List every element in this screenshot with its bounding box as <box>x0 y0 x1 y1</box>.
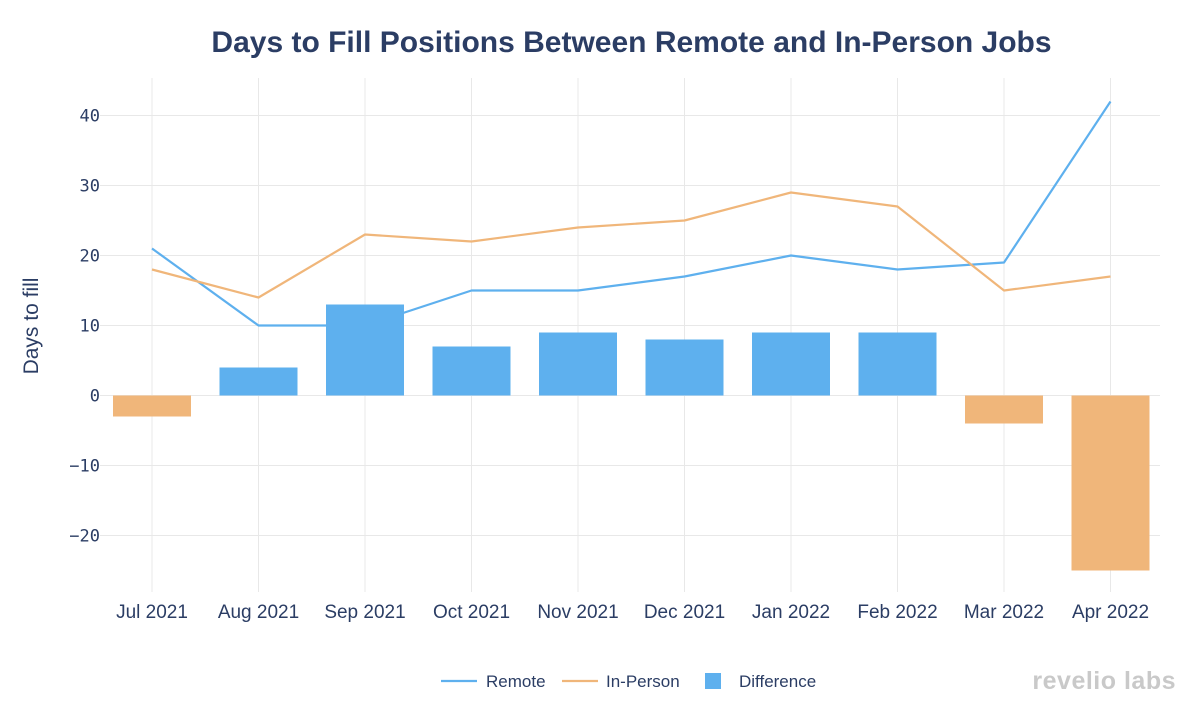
x-tick-label: Oct 2021 <box>433 602 510 623</box>
x-tick-label: Aug 2021 <box>218 602 299 623</box>
x-tick-label: Apr 2022 <box>1072 602 1149 623</box>
y-tick-label: 40 <box>80 107 100 127</box>
y-tick-label: 10 <box>80 317 100 337</box>
x-tick-label: Jan 2022 <box>752 602 830 623</box>
difference-bar <box>432 346 511 396</box>
difference-bar <box>858 332 937 396</box>
y-tick-label: −10 <box>69 457 100 477</box>
y-tick-label: 20 <box>80 247 100 267</box>
difference-bar <box>645 339 724 396</box>
x-tick-label: Mar 2022 <box>964 602 1044 623</box>
y-tick-label: 30 <box>80 177 100 197</box>
x-tick-label: Feb 2022 <box>857 602 937 623</box>
difference-bar <box>539 332 617 396</box>
x-tick-label: Nov 2021 <box>537 602 618 623</box>
difference-bar <box>965 395 1043 424</box>
revelio-labs-logo: revelio labs <box>1032 667 1176 695</box>
in-person-line <box>151 191 1111 299</box>
grid-lines <box>100 78 1160 592</box>
x-tick-label: Sep 2021 <box>324 602 405 623</box>
y-tick-labels: 40 30 20 10 0 −10 −20 <box>69 107 100 547</box>
y-tick-label: −20 <box>69 527 100 547</box>
difference-bars <box>113 304 1150 571</box>
difference-bar <box>752 332 830 396</box>
series-lines <box>151 100 1112 327</box>
y-tick-label: 0 <box>90 387 100 407</box>
difference-bar <box>219 367 298 396</box>
legend-label-remote: Remote <box>486 672 546 691</box>
x-tick-label: Dec 2021 <box>644 602 725 623</box>
difference-bar <box>1071 395 1150 571</box>
legend-swatch-difference <box>705 673 721 689</box>
legend-label-difference: Difference <box>739 672 816 691</box>
chart-title: Days to Fill Positions Between Remote an… <box>211 26 1052 59</box>
difference-bar <box>113 395 191 417</box>
x-tick-label: Jul 2021 <box>116 602 188 623</box>
legend-label-in-person: In-Person <box>606 672 680 691</box>
difference-bar <box>326 304 404 396</box>
x-tick-labels: Jul 2021 Aug 2021 Sep 2021 Oct 2021 Nov 2021… <box>116 602 1149 623</box>
y-axis-label: Days to fill <box>20 278 43 375</box>
remote-line <box>151 100 1112 327</box>
legend: Remote In-Person Difference <box>441 672 816 691</box>
